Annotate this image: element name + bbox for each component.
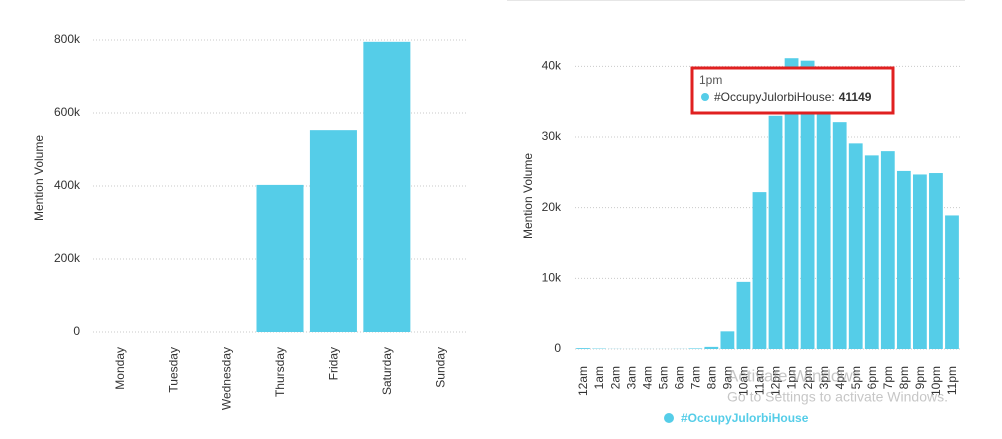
x-tick-label: 9pm [913, 366, 927, 389]
tooltip-text: #OccupyJulorbiHouse: 41149 [714, 90, 872, 104]
bar [865, 155, 879, 349]
bar [737, 282, 751, 349]
bar [363, 42, 410, 332]
tooltip: 1pm #OccupyJulorbiHouse: 41149 [692, 68, 893, 113]
x-tick-label: 8am [705, 366, 719, 389]
bar [833, 122, 847, 349]
y-tick-label: 20k [542, 200, 562, 214]
y-tick-label: 600k [54, 105, 81, 119]
bar [913, 174, 927, 349]
legend-marker [664, 413, 674, 423]
legend-label: #OccupyJulorbiHouse [681, 411, 809, 425]
bar [753, 192, 767, 349]
x-tick-label: Tuesday [166, 347, 180, 393]
x-tick-label: 7am [688, 366, 702, 389]
tooltip-title: 1pm [699, 73, 722, 87]
bar [929, 173, 943, 349]
bar [897, 171, 911, 349]
watermark-line: Go to Settings to activate Windows. [727, 389, 948, 405]
y-tick-label: 800k [54, 32, 81, 46]
x-tick-label: 1am [592, 366, 606, 389]
bar [704, 347, 718, 349]
x-tick-label: Saturday [380, 347, 394, 395]
x-tick-label: 8pm [897, 366, 911, 389]
tooltip-marker [701, 93, 709, 101]
y-tick-label: 40k [542, 59, 562, 73]
bar [849, 143, 863, 349]
bar [769, 116, 783, 349]
bar [576, 348, 590, 349]
y-tick-label: 0 [73, 324, 80, 338]
bar [256, 185, 303, 332]
watermark-line: Activate Windows [727, 366, 861, 385]
bar [881, 151, 895, 349]
tooltip-value: 41149 [839, 90, 872, 104]
y-tick-label: 0 [554, 341, 561, 355]
x-tick-label: Monday [113, 347, 127, 390]
legend: #OccupyJulorbiHouse [664, 411, 809, 425]
x-tick-label: 6am [672, 366, 686, 389]
y-tick-label: 200k [54, 251, 81, 265]
x-tick-label: 2am [608, 366, 622, 389]
bar [688, 348, 702, 349]
y-tick-label: 10k [542, 271, 562, 285]
x-tick-label: 4am [640, 366, 654, 389]
x-tick-label: Wednesday [220, 347, 234, 410]
y-tick-label: 30k [542, 129, 562, 143]
tooltip-label: #OccupyJulorbiHouse: [714, 90, 835, 104]
bar [817, 112, 831, 349]
bar [310, 130, 357, 332]
y-axis-title: Mention Volume [32, 135, 46, 221]
x-tick-label: 7pm [881, 366, 895, 389]
y-axis-title: Mention Volume [521, 153, 535, 239]
x-tick-label: 5am [656, 366, 670, 389]
x-tick-label: Friday [327, 347, 341, 380]
y-tick-label: 400k [54, 178, 81, 192]
bar [945, 215, 959, 349]
x-tick-label: 12am [576, 366, 590, 396]
x-tick-label: Sunday [433, 347, 447, 388]
x-tick-label: 3am [624, 366, 638, 389]
x-tick-label: 6pm [865, 366, 879, 389]
bar [720, 331, 734, 349]
x-tick-label: Thursday [273, 347, 287, 397]
